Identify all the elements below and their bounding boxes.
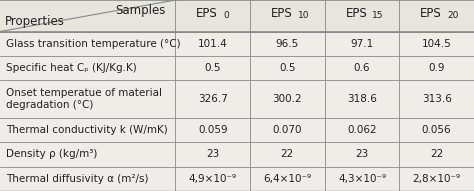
Text: Thermal diffusivity α (m²/s): Thermal diffusivity α (m²/s) [6,174,148,184]
Text: 20: 20 [447,11,458,20]
Text: EPS: EPS [420,7,442,20]
Text: 0.062: 0.062 [347,125,377,135]
Text: EPS: EPS [346,7,367,20]
Text: 104.5: 104.5 [422,39,452,49]
Text: 0: 0 [223,11,229,20]
Text: 0.056: 0.056 [422,125,451,135]
Text: 0.070: 0.070 [273,125,302,135]
Text: 318.6: 318.6 [347,94,377,104]
Text: 0.9: 0.9 [428,63,445,73]
Text: 0.5: 0.5 [204,63,221,73]
Text: 6,4×10⁻⁹: 6,4×10⁻⁹ [263,174,311,184]
Text: 4,9×10⁻⁹: 4,9×10⁻⁹ [189,174,237,184]
Text: 326.7: 326.7 [198,94,228,104]
Text: 313.6: 313.6 [422,94,452,104]
Text: Specific heat Cₚ (KJ/Kg.K): Specific heat Cₚ (KJ/Kg.K) [6,63,137,73]
Text: EPS: EPS [271,7,292,20]
Text: 96.5: 96.5 [276,39,299,49]
Text: 23: 23 [206,149,219,159]
Text: 10: 10 [298,11,310,20]
Text: Properties: Properties [5,15,64,28]
Text: 0.6: 0.6 [354,63,370,73]
Text: 23: 23 [356,149,369,159]
Text: Thermal conductivity k (W/mK): Thermal conductivity k (W/mK) [6,125,167,135]
Text: 300.2: 300.2 [273,94,302,104]
Text: 22: 22 [281,149,294,159]
Bar [0,0,474,32]
Text: 4,3×10⁻⁹: 4,3×10⁻⁹ [338,174,386,184]
Text: Density ρ (kg/m³): Density ρ (kg/m³) [6,149,97,159]
Text: Samples: Samples [116,4,166,17]
Text: 15: 15 [373,11,384,20]
Text: 22: 22 [430,149,443,159]
Text: 0.059: 0.059 [198,125,228,135]
Text: EPS: EPS [196,7,218,20]
Text: Onset temperatue of material
degradation (°C): Onset temperatue of material degradation… [6,88,162,110]
Text: Glass transition temperature (°C): Glass transition temperature (°C) [6,39,180,49]
Text: 0.5: 0.5 [279,63,296,73]
Text: 101.4: 101.4 [198,39,228,49]
Text: 2,8×10⁻⁹: 2,8×10⁻⁹ [412,174,461,184]
Text: 97.1: 97.1 [350,39,374,49]
